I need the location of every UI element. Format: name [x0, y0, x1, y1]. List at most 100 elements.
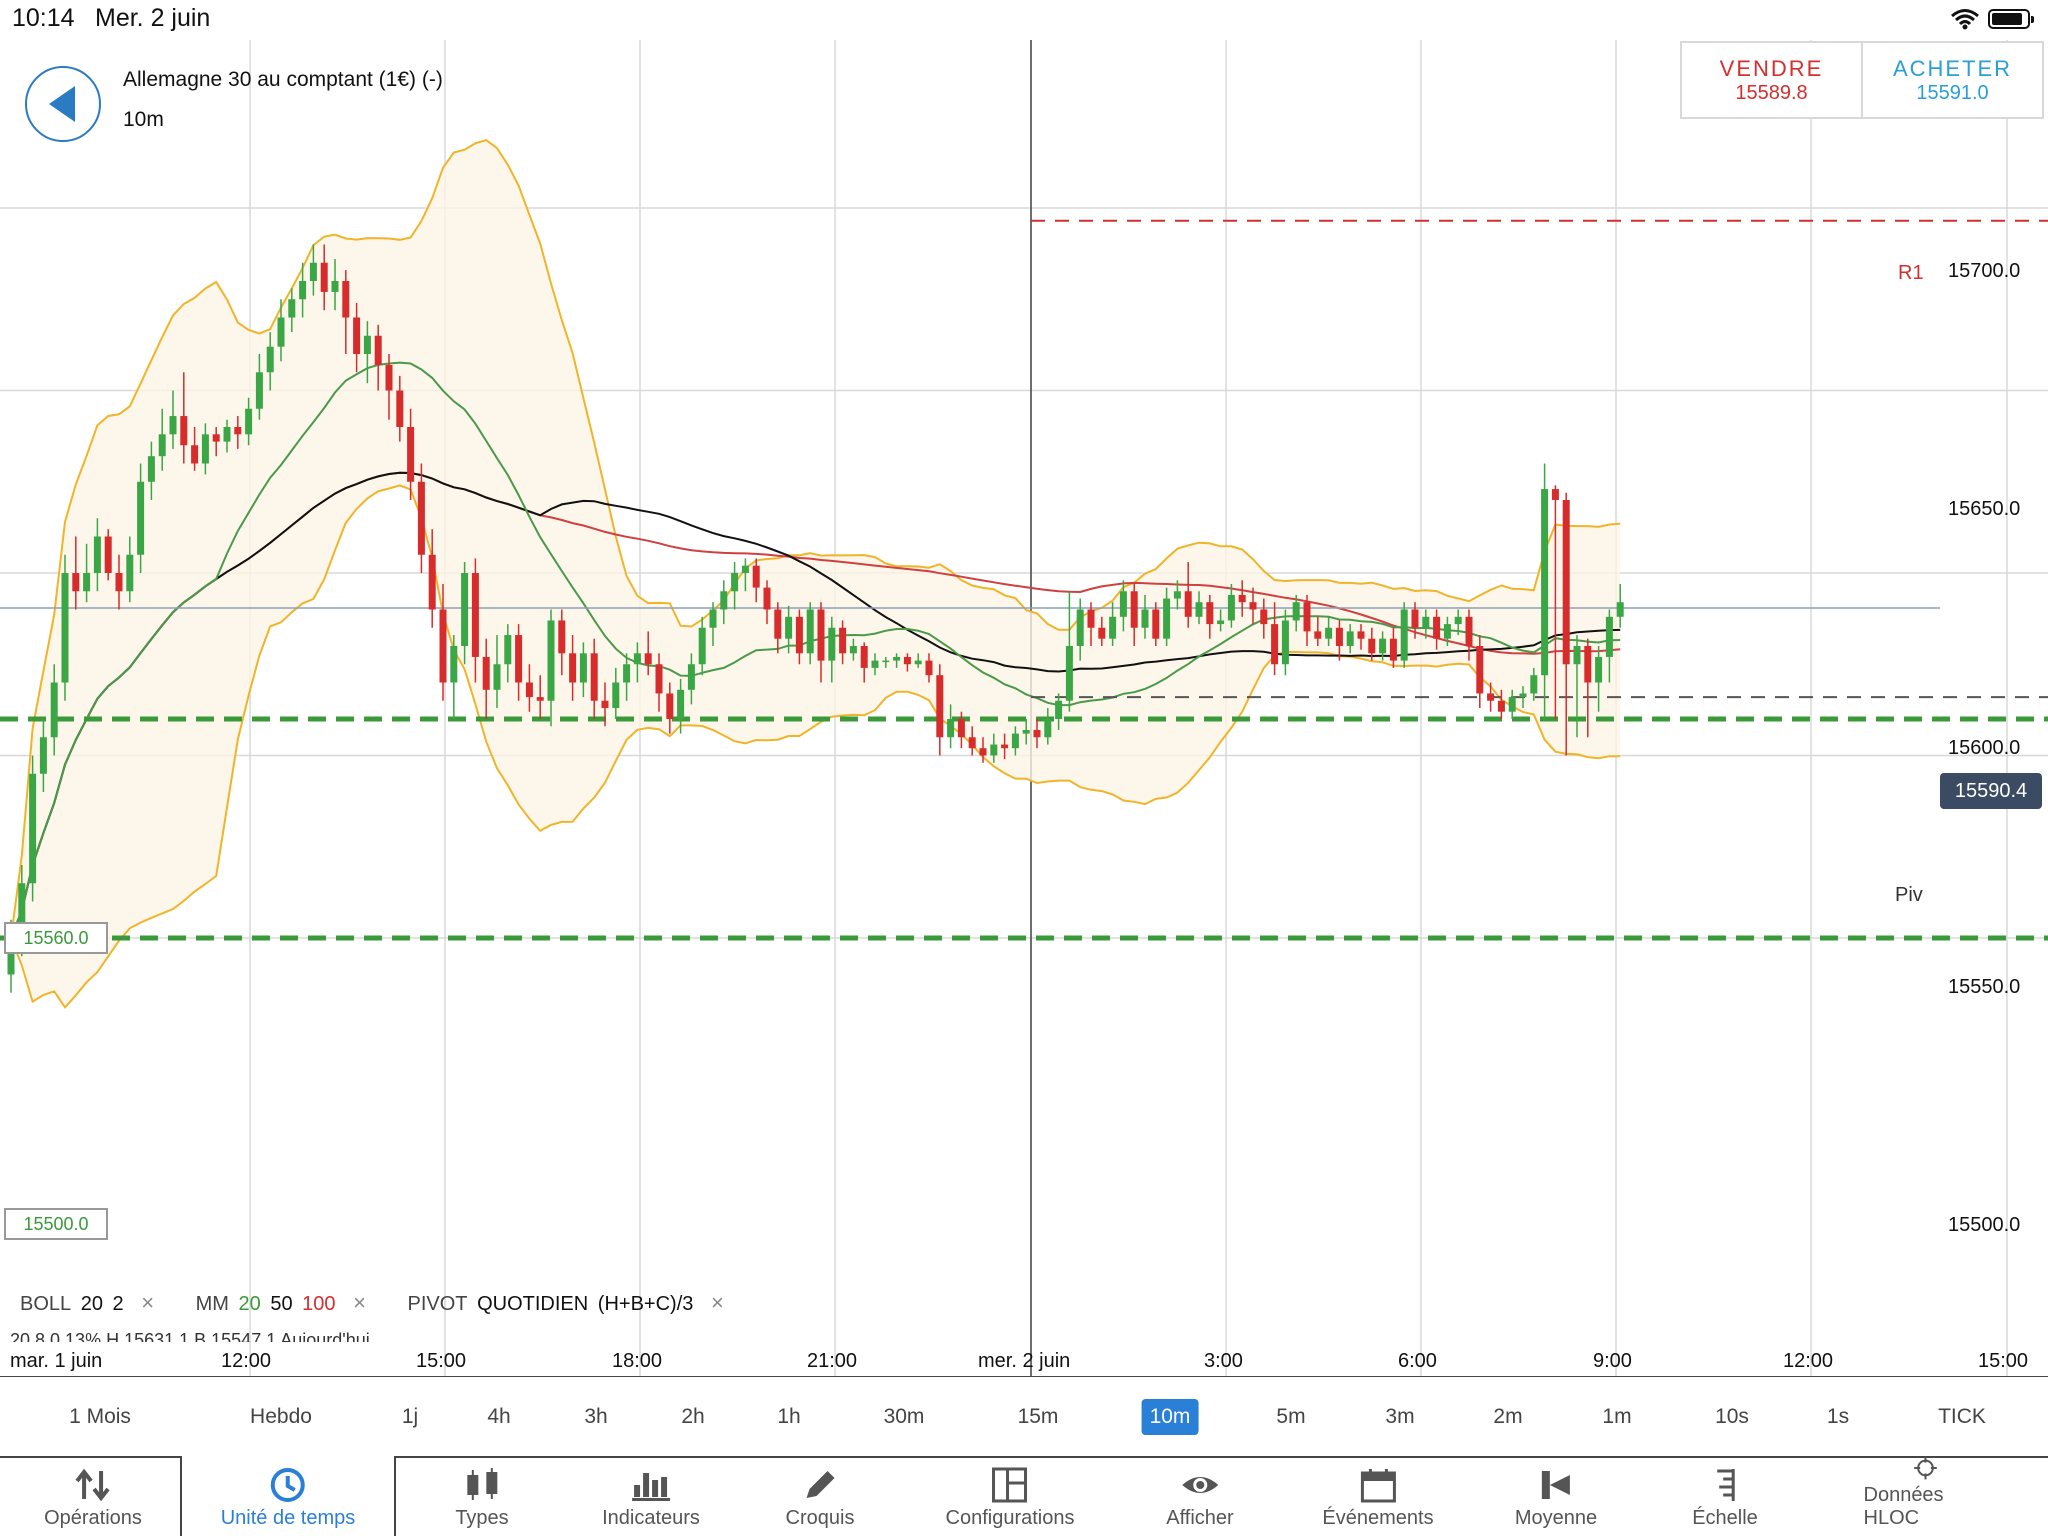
tf-1s[interactable]: 1s: [1826, 1405, 1850, 1428]
back-button[interactable]: [25, 66, 101, 142]
price-tick-label: 15650.0: [1948, 498, 2021, 520]
tf-4h[interactable]: 4h: [487, 1405, 511, 1428]
candle-body: [1130, 591, 1138, 628]
toolbar-configurations[interactable]: Configurations: [946, 1456, 1074, 1536]
candle-body: [1119, 591, 1127, 617]
time-tick-label: mer. 2 juin: [978, 1350, 1071, 1372]
candle-body: [439, 609, 447, 683]
toolbar-events[interactable]: Événements: [1322, 1456, 1434, 1536]
tf-hebdo[interactable]: Hebdo: [250, 1405, 312, 1428]
chart-area[interactable]: [0, 40, 2048, 1380]
tf-tick[interactable]: TICK: [1938, 1405, 1986, 1428]
tf-10s[interactable]: 10s: [1715, 1405, 1749, 1428]
bollinger-band-fill: [11, 140, 1621, 1008]
remove-boll-icon[interactable]: ×: [141, 1290, 155, 1315]
candle-body: [968, 737, 976, 749]
tf-1h[interactable]: 1h: [777, 1405, 801, 1428]
candle-body: [687, 664, 695, 690]
candle-body: [1616, 602, 1624, 617]
wifi-icon: [1951, 9, 1979, 30]
tf-15m[interactable]: 15m: [1017, 1405, 1059, 1428]
candle-body: [461, 573, 469, 646]
candle-body: [169, 416, 177, 435]
candle-body: [385, 364, 393, 391]
tf-1-mois[interactable]: 1 Mois: [69, 1405, 131, 1428]
toolbar-display[interactable]: Afficher: [1166, 1456, 1234, 1536]
candle-body: [990, 744, 998, 756]
price-tick-label: 15700.0: [1948, 260, 2021, 282]
tf-3m[interactable]: 3m: [1385, 1405, 1415, 1428]
tf-3h[interactable]: 3h: [584, 1405, 608, 1428]
tf-2m[interactable]: 2m: [1493, 1405, 1523, 1428]
toolbar-types[interactable]: Types: [455, 1456, 509, 1536]
toolbar-hloc-data[interactable]: Données HLOC: [1864, 1456, 1987, 1536]
candle-body: [1584, 646, 1592, 683]
buy-price: 15591.0: [1916, 81, 1989, 104]
candle-body: [1346, 631, 1354, 646]
candle-body: [1562, 500, 1570, 665]
candle-body: [29, 773, 37, 884]
mm-label[interactable]: MM: [195, 1293, 229, 1315]
tf-5m[interactable]: 5m: [1276, 1405, 1306, 1428]
boll-label[interactable]: BOLL: [20, 1293, 72, 1315]
price-chart[interactable]: [0, 40, 2048, 1380]
candle-body: [525, 682, 533, 698]
candle-body: [1476, 646, 1484, 694]
toolbar-label: Moyenne: [1514, 1507, 1598, 1529]
toolbar-scale[interactable]: Échelle: [1692, 1456, 1758, 1536]
time-axis-line: [0, 1376, 2048, 1377]
candle-body: [623, 664, 631, 683]
candle-body: [1152, 609, 1160, 639]
tf-30m[interactable]: 30m: [883, 1405, 925, 1428]
candle-body: [1508, 697, 1516, 712]
instrument-timeframe: 10m: [123, 108, 164, 131]
candle-body: [785, 616, 793, 639]
time-tick-label: 6:00: [1398, 1350, 1437, 1372]
sell-button[interactable]: VENDRE 15589.8: [1682, 43, 1861, 117]
candle-body: [288, 299, 296, 318]
candle-body: [1087, 609, 1095, 628]
remove-pivot-icon[interactable]: ×: [710, 1290, 724, 1315]
candle-body: [450, 646, 458, 683]
candle-body: [1541, 489, 1549, 676]
tf-2h[interactable]: 2h: [681, 1405, 705, 1428]
candle-body: [1011, 733, 1019, 749]
mm-param: 100: [302, 1293, 336, 1315]
candle-body: [428, 554, 436, 610]
candle-body: [1098, 627, 1106, 639]
toolbar-label: Indicateurs: [602, 1507, 700, 1529]
candle-body: [1033, 729, 1041, 738]
toolbar-operations[interactable]: Opérations: [44, 1456, 142, 1536]
candle-body: [709, 609, 717, 628]
time-tick-label: 15:00: [1978, 1350, 2029, 1372]
pivot-label[interactable]: PIVOT: [407, 1293, 468, 1315]
candle-body: [1422, 616, 1430, 628]
level-tag-lower[interactable]: 15500.0: [4, 1208, 108, 1240]
time-tick-label: 21:00: [807, 1350, 858, 1372]
candle-body: [137, 481, 145, 555]
candle-body: [1497, 700, 1505, 712]
candle-body: [590, 653, 598, 701]
tf-10m[interactable]: 10m: [1141, 1399, 1199, 1435]
candle-body: [1249, 602, 1257, 610]
candle-body: [277, 317, 285, 347]
eye-icon: [1181, 1477, 1218, 1493]
candle-body: [1443, 624, 1451, 639]
trade-panel: VENDRE 15589.8 ACHETER 15591.0: [1680, 41, 2044, 119]
candle-body: [925, 660, 933, 676]
toolbar-timeframe[interactable]: Unité de temps: [221, 1456, 355, 1536]
remove-mm-icon[interactable]: ×: [353, 1290, 366, 1315]
toolbar-sketch[interactable]: Croquis: [786, 1456, 854, 1536]
candle-body: [342, 281, 350, 318]
toolbar-indicators[interactable]: Indicateurs: [602, 1456, 700, 1536]
toolbar-divider: [0, 1456, 182, 1458]
tf-1m[interactable]: 1m: [1602, 1405, 1632, 1428]
buy-button[interactable]: ACHETER 15591.0: [1861, 43, 2042, 117]
toolbar-average[interactable]: Moyenne: [1515, 1456, 1597, 1536]
candle-body: [979, 748, 987, 756]
candle-body: [61, 573, 69, 683]
level-tag-upper[interactable]: 15560.0: [4, 922, 108, 954]
tf-1j[interactable]: 1j: [401, 1405, 419, 1428]
candle-body: [115, 573, 123, 592]
time-tick-label: 3:00: [1204, 1350, 1243, 1372]
